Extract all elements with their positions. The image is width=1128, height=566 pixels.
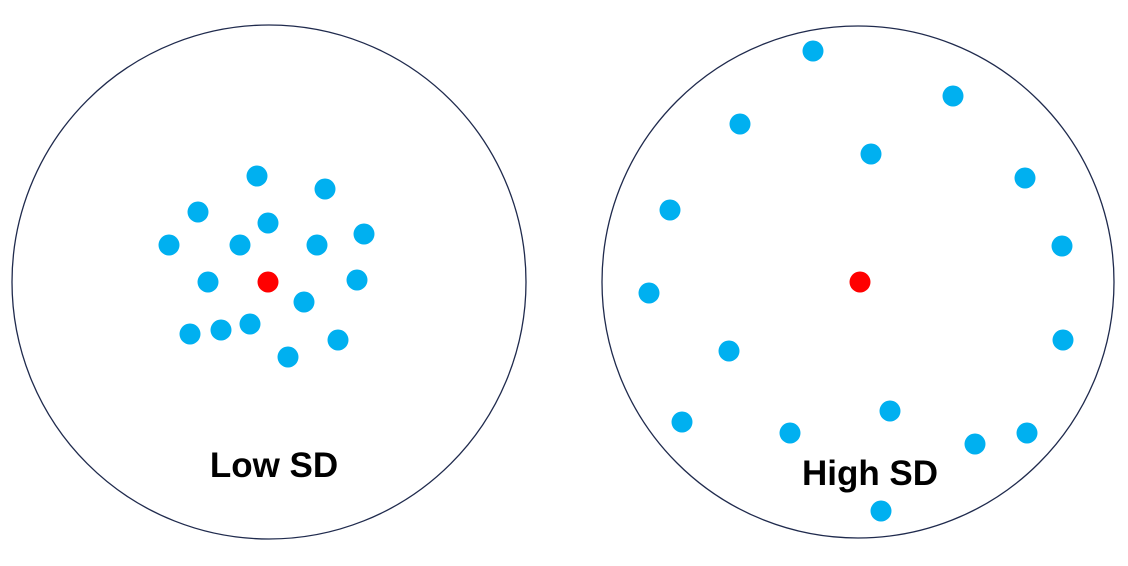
- low-sd-blue-dot: [246, 165, 268, 187]
- low-sd-blue-dot: [187, 201, 209, 223]
- high-sd-blue-dot: [1051, 235, 1073, 257]
- low-sd-blue-dot: [293, 291, 315, 313]
- low-sd-blue-dot: [197, 271, 219, 293]
- high-sd-blue-dot: [870, 500, 892, 522]
- low-sd-blue-dot: [277, 346, 299, 368]
- low-sd-boundary-circle: [11, 24, 527, 540]
- low-sd-blue-dot: [257, 212, 279, 234]
- low-sd-blue-dot: [346, 269, 368, 291]
- low-sd-dots: [158, 165, 375, 368]
- high-sd-blue-dot: [779, 422, 801, 444]
- high-sd-blue-dot: [718, 340, 740, 362]
- low-sd-blue-dot: [353, 223, 375, 245]
- low-sd-blue-dot: [158, 234, 180, 256]
- high-sd-blue-dot: [879, 400, 901, 422]
- high-sd-blue-dot: [638, 282, 660, 304]
- low-sd-blue-dot: [179, 323, 201, 345]
- low-sd-blue-dot: [314, 178, 336, 200]
- high-sd-blue-dot: [802, 40, 824, 62]
- low-sd-blue-dot: [306, 234, 328, 256]
- high-sd-dots: [638, 40, 1074, 522]
- high-sd-label: High SD: [802, 454, 938, 493]
- high-sd-blue-dot: [860, 143, 882, 165]
- high-sd-panel: High SD: [601, 25, 1115, 539]
- high-sd-center-red-dot: [849, 271, 871, 293]
- low-sd-blue-dot: [210, 319, 232, 341]
- low-sd-blue-dot: [327, 329, 349, 351]
- low-sd-center-red-dot: [257, 271, 279, 293]
- high-sd-blue-dot: [1014, 167, 1036, 189]
- high-sd-blue-dot: [659, 199, 681, 221]
- high-sd-blue-dot: [1052, 329, 1074, 351]
- high-sd-blue-dot: [964, 433, 986, 455]
- high-sd-blue-dot: [942, 85, 964, 107]
- low-sd-panel: Low SD: [11, 24, 527, 540]
- high-sd-blue-dot: [729, 113, 751, 135]
- low-sd-blue-dot: [239, 313, 261, 335]
- high-sd-boundary-circle: [601, 25, 1115, 539]
- high-sd-blue-dot: [671, 411, 693, 433]
- low-sd-label: Low SD: [210, 446, 338, 485]
- low-sd-blue-dot: [229, 234, 251, 256]
- high-sd-blue-dot: [1016, 422, 1038, 444]
